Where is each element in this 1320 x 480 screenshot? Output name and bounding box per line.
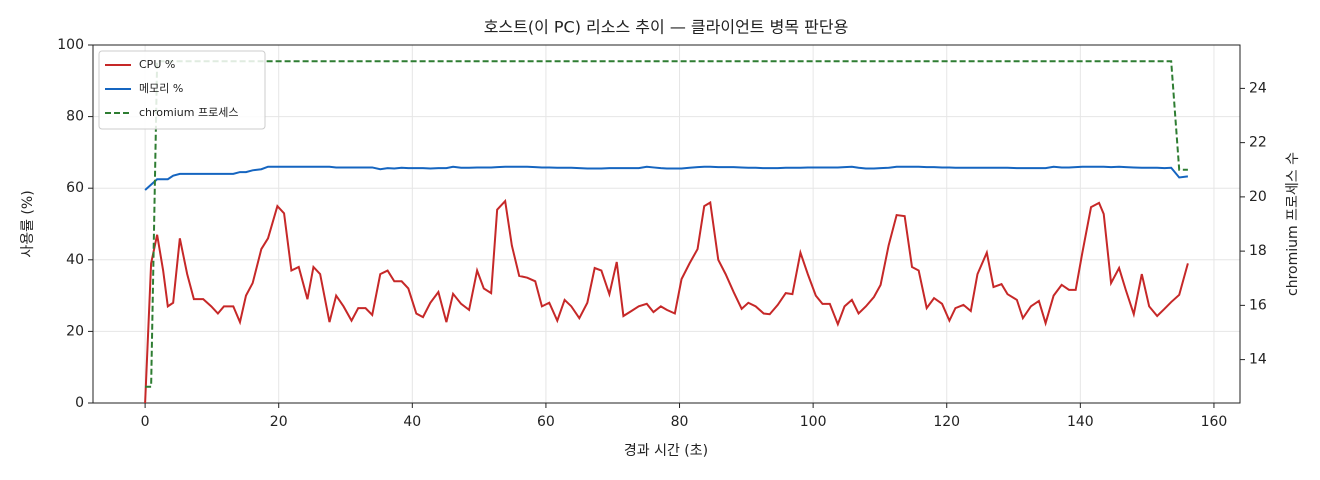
x-tick-label: 120 [933, 414, 960, 430]
x-tick-label: 20 [270, 414, 288, 430]
chart-title: 호스트(이 PC) 리소스 추이 — 클라이언트 병목 판단용 [484, 18, 849, 37]
x-tick-label: 100 [800, 414, 827, 430]
x-axis-label: 경과 시간 (초) [624, 443, 708, 459]
y2-axis-label: chromium 프로세스 수 [1285, 152, 1301, 296]
x-tick-label: 40 [403, 414, 421, 430]
y-tick-label: 60 [66, 180, 84, 196]
y2-tick-label: 16 [1249, 297, 1267, 313]
y-tick-label: 40 [66, 252, 84, 268]
y-axis-label: 사용률 (%) [20, 190, 36, 257]
x-tick-label: 80 [671, 414, 689, 430]
y-tick-label: 20 [66, 323, 84, 339]
y2-tick-label: 24 [1249, 80, 1267, 96]
plot-frame [92, 44, 1241, 404]
y2-tick-label: 14 [1249, 352, 1267, 368]
series-line [145, 60, 1188, 388]
legend-label: 메모리 % [139, 82, 183, 95]
x-tick-label: 140 [1067, 414, 1094, 430]
y-tick-label: 80 [66, 109, 84, 125]
y2-tick-label: 22 [1249, 135, 1267, 151]
y-tick-label: 0 [75, 395, 84, 411]
legend-box [98, 50, 266, 130]
y-tick-label: 100 [57, 37, 84, 53]
legend: CPU % 메모리 % chromium 프로세스 [98, 50, 266, 130]
y2-tick-label: 20 [1249, 189, 1267, 205]
legend-label: chromium 프로세스 [139, 106, 238, 119]
x-tick-label: 160 [1201, 414, 1228, 430]
legend-label: CPU % [139, 58, 175, 71]
series-line [144, 198, 1189, 404]
x-tick-label: 60 [537, 414, 555, 430]
series-line [144, 165, 1189, 191]
x-tick-label: 0 [141, 414, 150, 430]
y2-tick-label: 18 [1249, 243, 1267, 259]
